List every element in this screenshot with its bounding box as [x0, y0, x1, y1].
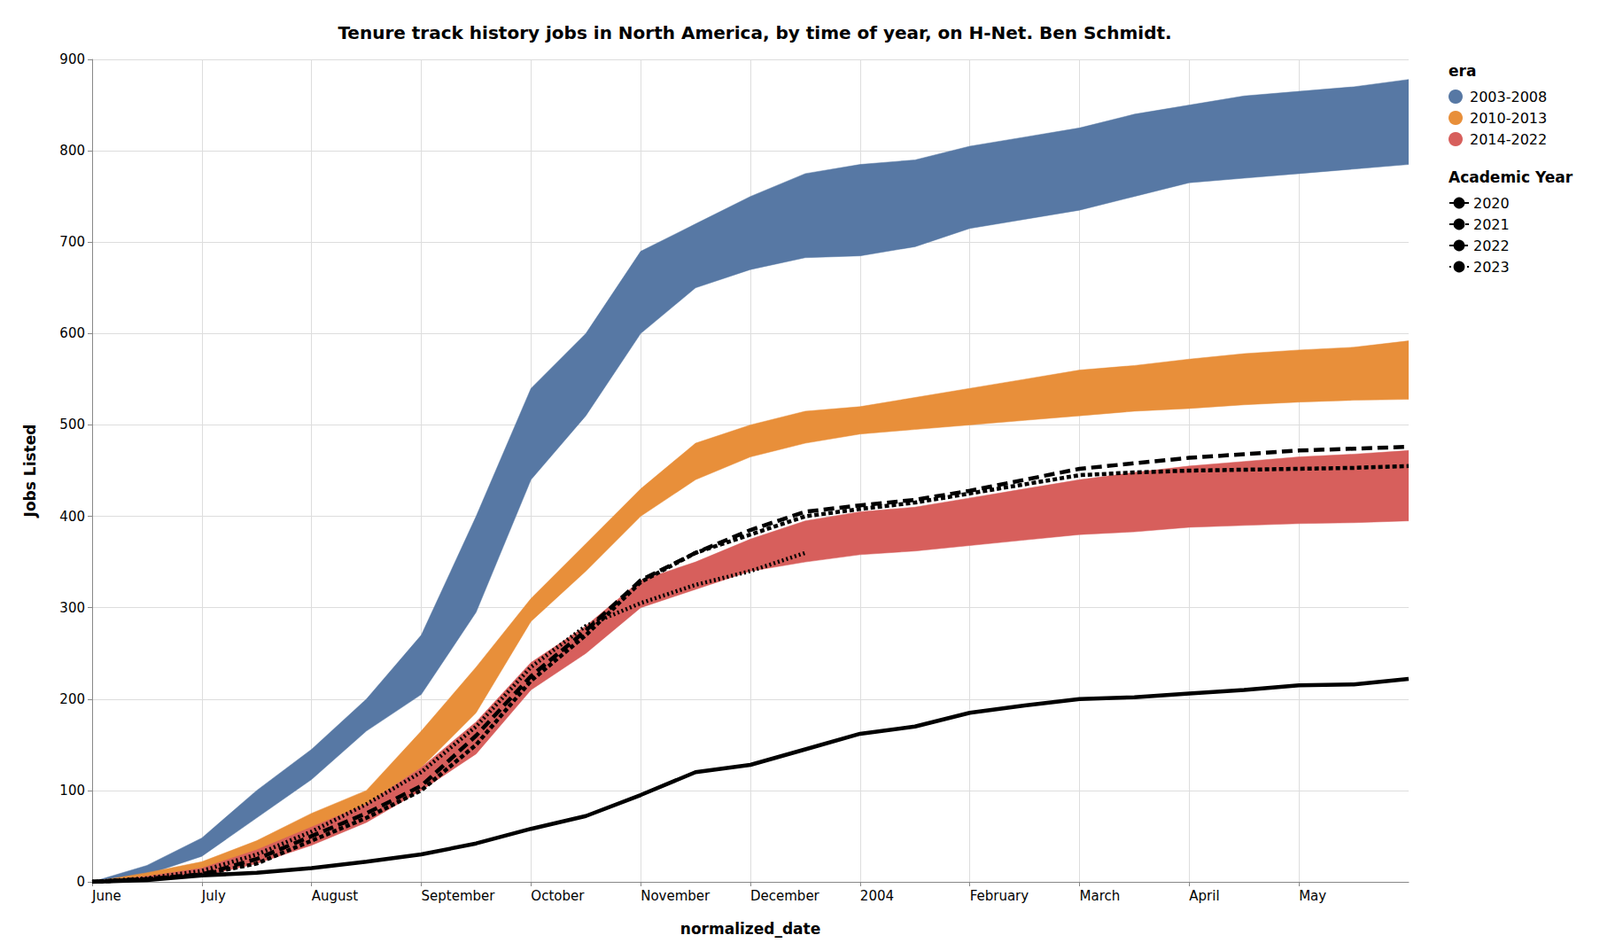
svg-text:September: September: [421, 887, 497, 904]
svg-text:400: 400: [59, 508, 86, 525]
svg-text:2023: 2023: [1473, 258, 1510, 276]
svg-text:800: 800: [59, 142, 86, 159]
svg-text:900: 900: [59, 51, 86, 68]
svg-text:200: 200: [59, 691, 86, 707]
svg-text:May: May: [1298, 887, 1327, 904]
svg-text:November: November: [640, 887, 711, 904]
svg-text:2021: 2021: [1473, 216, 1510, 234]
svg-text:July: July: [201, 887, 226, 904]
svg-text:500: 500: [59, 416, 86, 433]
svg-text:600: 600: [59, 325, 86, 342]
svg-text:2010-2013: 2010-2013: [1469, 109, 1547, 127]
svg-text:Academic Year: Academic Year: [1448, 168, 1574, 187]
svg-text:2004: 2004: [860, 887, 894, 904]
svg-text:0: 0: [76, 873, 86, 890]
svg-text:2020: 2020: [1473, 194, 1510, 212]
svg-text:Jobs Listed: Jobs Listed: [21, 424, 39, 519]
svg-text:2014-2022: 2014-2022: [1469, 131, 1547, 148]
svg-text:100: 100: [59, 782, 86, 799]
svg-text:August: August: [311, 887, 359, 904]
svg-text:era: era: [1448, 62, 1476, 80]
svg-text:Tenure track history jobs in N: Tenure track history jobs in North Ameri…: [337, 22, 1172, 44]
svg-text:June: June: [91, 887, 122, 904]
svg-text:normalized_date: normalized_date: [680, 919, 821, 938]
svg-text:700: 700: [59, 233, 86, 250]
svg-text:April: April: [1188, 887, 1220, 904]
svg-text:October: October: [530, 887, 585, 904]
svg-text:March: March: [1079, 887, 1121, 904]
svg-text:February: February: [970, 887, 1030, 904]
svg-text:300: 300: [59, 599, 86, 616]
svg-text:December: December: [750, 887, 821, 904]
svg-text:2003-2008: 2003-2008: [1469, 88, 1547, 106]
svg-text:2022: 2022: [1473, 237, 1510, 255]
